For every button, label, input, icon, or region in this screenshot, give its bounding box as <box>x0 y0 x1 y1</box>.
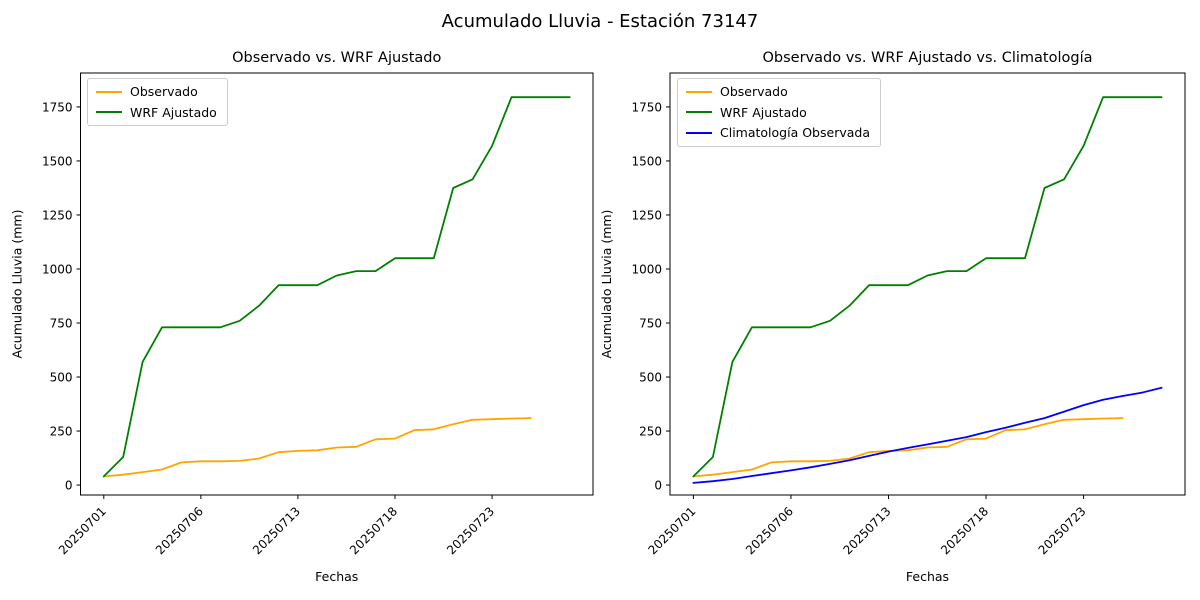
x-tick-label: 20250706 <box>153 504 206 557</box>
legend-item-wrf-ajustado: WRF Ajustado <box>686 105 870 121</box>
y-tick-label: 1250 <box>42 208 73 222</box>
legend-0: Observado WRF Ajustado <box>87 78 228 127</box>
y-tick-label: 1750 <box>631 100 662 114</box>
x-tick-label: 20250713 <box>841 504 894 557</box>
y-tick-label: 0 <box>654 479 662 493</box>
y-tick-label: 1500 <box>631 154 662 168</box>
y-tick-label: 1750 <box>42 100 73 114</box>
series-line-wrf-ajustado <box>692 96 1163 478</box>
x-tick-label: 20250718 <box>347 504 400 557</box>
legend-item-observado: Observado <box>686 84 870 100</box>
subplot-title-1: Observado vs. WRF Ajustado vs. Climatolo… <box>763 50 1093 66</box>
legend-item-observado: Observado <box>96 84 217 100</box>
legend-line-swatch <box>686 90 712 93</box>
legend-item-label: WRF Ajustado <box>720 104 807 120</box>
x-tick-label: 20250723 <box>1036 504 1089 557</box>
x-tick-label: 20250701 <box>56 504 109 557</box>
x-tick-label: 20250718 <box>938 504 991 557</box>
y-tick-label: 500 <box>639 371 662 385</box>
y-tick-label: 1500 <box>42 154 73 168</box>
x-axis-label-0: Fechas <box>315 569 358 584</box>
legend-line-swatch <box>686 111 712 114</box>
legend-item-label: Climatología Observada <box>720 125 870 141</box>
legend-item-label: Observado <box>720 84 788 99</box>
legend-item-climatologia-observada: Climatología Observada <box>686 125 870 141</box>
legend-line-swatch <box>686 132 712 135</box>
x-tick-label: 20250713 <box>250 504 303 557</box>
series-line-observado <box>102 417 532 478</box>
series-line-climatologia-observada <box>692 386 1163 484</box>
legend-1: Observado WRF Ajustado Climatología Observ… <box>677 78 881 147</box>
axes-frame-1 <box>669 72 1186 496</box>
y-axis-label-0: Acumulado Lluvia (mm) <box>10 210 25 359</box>
legend-line-swatch <box>96 90 122 93</box>
x-tick-label: 20250723 <box>444 504 497 557</box>
y-tick-label: 250 <box>639 425 662 439</box>
x-tick-label: 20250701 <box>645 504 698 557</box>
y-tick-label: 250 <box>50 425 73 439</box>
x-tick-label: 20250706 <box>743 504 796 557</box>
series-line-observado <box>692 417 1124 478</box>
y-tick-label: 0 <box>65 479 73 493</box>
series-line-wrf-ajustado <box>102 96 571 478</box>
y-tick-label: 500 <box>50 371 73 385</box>
y-tick-label: 1000 <box>42 262 73 276</box>
legend-line-swatch <box>96 111 122 114</box>
subplot-title-0: Observado vs. WRF Ajustado <box>232 50 441 66</box>
y-axis-label-1: Acumulado Lluvia (mm) <box>599 210 614 359</box>
y-tick-label: 750 <box>50 317 73 331</box>
axes-frame-0 <box>80 72 594 496</box>
legend-item-label: Observado <box>130 84 198 99</box>
legend-item-label: WRF Ajustado <box>130 104 217 120</box>
legend-item-wrf-ajustado: WRF Ajustado <box>96 105 217 121</box>
figure-title: Acumulado Lluvia - Estación 73147 <box>441 11 759 32</box>
y-tick-label: 1250 <box>631 208 662 222</box>
x-axis-label-1: Fechas <box>906 569 949 584</box>
y-tick-label: 1000 <box>631 262 662 276</box>
y-tick-label: 750 <box>639 317 662 331</box>
